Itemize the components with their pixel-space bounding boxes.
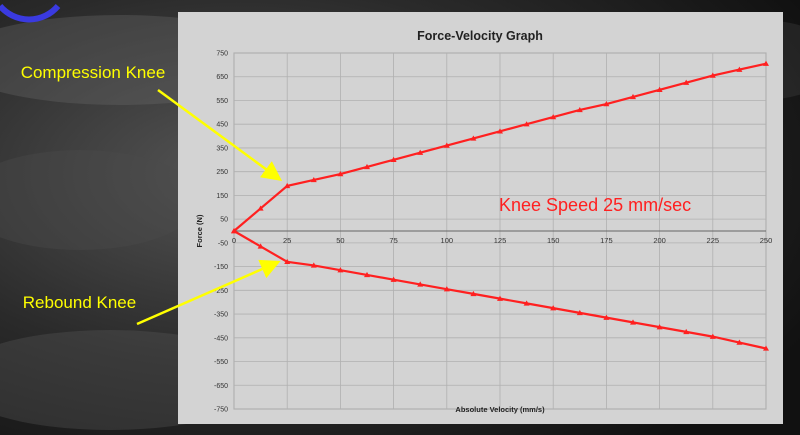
data-point-marker <box>231 228 237 234</box>
data-point-marker <box>284 182 291 189</box>
data-point-marker <box>576 106 583 113</box>
data-point-marker <box>417 149 424 155</box>
data-point-marker <box>257 243 264 249</box>
y-tick-label: 150 <box>216 193 228 200</box>
data-point-marker <box>497 128 503 134</box>
data-point-marker <box>337 267 344 273</box>
y-tick-label: 50 <box>220 217 228 224</box>
data-point-marker <box>364 271 370 278</box>
force-velocity-chart: Force-Velocity Graph 7506505504503502501… <box>195 29 773 414</box>
data-point-marker <box>709 333 716 339</box>
y-tick-label: -50 <box>218 240 228 247</box>
x-tick-label: 250 <box>760 236 773 245</box>
data-point-marker <box>257 205 264 211</box>
x-tick-label: 175 <box>600 236 613 245</box>
data-point-marker <box>443 142 450 148</box>
data-point-marker <box>603 101 610 107</box>
x-tick-label: 225 <box>707 236 720 245</box>
x-tick-label: 150 <box>547 236 560 245</box>
y-tick-label: -350 <box>214 312 228 319</box>
data-point-marker <box>709 72 716 78</box>
data-point-marker <box>763 60 769 66</box>
chart-panel: Force-Velocity Graph 750 650 550 450 350 250 1… <box>178 12 783 424</box>
y-tick-label: 550 <box>216 98 228 105</box>
data-point-marker <box>683 79 690 85</box>
y-tick-label: -550 <box>214 359 228 366</box>
data-point-marker <box>603 314 610 320</box>
data-point-marker <box>337 171 344 177</box>
data-point-marker <box>550 305 557 311</box>
data-point-marker <box>417 281 424 287</box>
x-tick-label: 125 <box>494 236 507 245</box>
y-axis-label: Force (N) <box>195 214 204 247</box>
data-point-marker <box>763 345 769 351</box>
knee-speed-annotation: Knee Speed 25 mm/sec <box>499 195 691 215</box>
data-point-marker <box>284 258 291 265</box>
data-point-marker <box>310 176 317 183</box>
data-point-marker <box>470 290 477 297</box>
data-point-marker <box>576 309 583 316</box>
y-tick-label: 250 <box>216 169 228 176</box>
data-point-marker <box>470 135 477 141</box>
data-point-marker <box>683 328 690 335</box>
compression-knee-callout: Compression Knee <box>20 63 166 82</box>
data-point-marker <box>497 295 503 301</box>
y-tick-label: -450 <box>214 335 228 342</box>
data-point-marker <box>390 276 397 282</box>
y-tick-label: -750 <box>214 407 228 414</box>
data-point-marker <box>630 93 636 100</box>
y-tick-label: -250 <box>214 288 228 295</box>
x-tick-label: 0 <box>232 236 236 245</box>
rebound-knee-callout: Rebound Knee <box>22 293 137 312</box>
data-point-marker <box>656 86 663 92</box>
y-tick-label: -150 <box>214 264 228 271</box>
data-point-marker <box>310 262 317 268</box>
y-tick-label: 750 <box>216 51 228 58</box>
y-tick-label: 650 <box>216 74 228 81</box>
data-point-marker <box>364 163 370 170</box>
x-tick-label: 75 <box>389 236 397 245</box>
data-point-marker <box>523 300 530 306</box>
data-point-marker <box>523 121 530 127</box>
data-point-marker <box>390 156 397 162</box>
data-point-marker <box>656 324 663 330</box>
y-tick-label: 350 <box>216 145 228 152</box>
data-point-marker <box>736 339 743 345</box>
y-tick-label: 450 <box>216 122 228 129</box>
chart-title: Force-Velocity Graph <box>417 29 543 43</box>
x-tick-label: 50 <box>336 236 344 245</box>
x-axis-label: Absolute Velocity (mm/s) <box>455 405 545 414</box>
y-tick-label: -650 <box>214 383 228 390</box>
x-tick-label: 200 <box>653 236 666 245</box>
x-tick-label: 100 <box>441 236 454 245</box>
data-point-marker <box>630 319 636 325</box>
x-tick-label: 25 <box>283 236 291 245</box>
logo-arc <box>0 3 61 23</box>
data-point-marker <box>736 66 743 72</box>
data-point-marker <box>550 114 557 120</box>
data-point-marker <box>443 286 450 292</box>
